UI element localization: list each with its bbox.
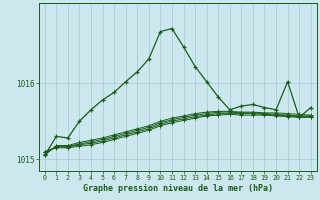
X-axis label: Graphe pression niveau de la mer (hPa): Graphe pression niveau de la mer (hPa) (83, 184, 273, 193)
